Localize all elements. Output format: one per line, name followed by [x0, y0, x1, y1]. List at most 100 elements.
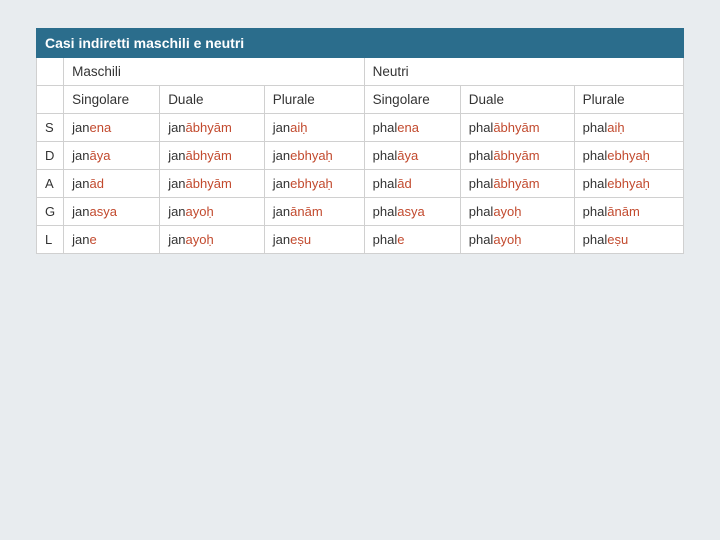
stem: jan	[168, 204, 185, 219]
suffix: ena	[89, 120, 111, 135]
suffix: ād	[397, 176, 411, 191]
stem: phal	[469, 176, 494, 191]
col-m-duale: Duale	[160, 86, 265, 114]
gender-row: Maschili Neutri	[37, 58, 684, 86]
suffix: ebhyaḥ	[607, 148, 650, 163]
stem: phal	[373, 120, 398, 135]
suffix: ābhyām	[186, 148, 232, 163]
stem: phal	[583, 176, 608, 191]
cell-m-p: janeṣu	[264, 226, 364, 254]
stem: jan	[168, 148, 185, 163]
table-title: Casi indiretti maschili e neutri	[37, 29, 684, 58]
number-spacer	[37, 86, 64, 114]
table-row: Djanāyajanābhyāmjanebhyaḥphalāyaphalābhy…	[37, 142, 684, 170]
declension-table: Casi indiretti maschili e neutri Maschil…	[36, 28, 684, 254]
suffix: aiḥ	[290, 120, 307, 135]
stem: jan	[168, 176, 185, 191]
cell-m-s: janāya	[64, 142, 160, 170]
gender-maschili: Maschili	[64, 58, 365, 86]
cell-m-d: janābhyām	[160, 170, 265, 198]
cell-m-d: janayoḥ	[160, 198, 265, 226]
cell-n-d: phalayoḥ	[460, 198, 574, 226]
suffix: ābhyām	[186, 120, 232, 135]
suffix: ayoḥ	[493, 232, 521, 247]
stem: phal	[373, 204, 398, 219]
col-m-singolare: Singolare	[64, 86, 160, 114]
stem: jan	[72, 176, 89, 191]
stem: phal	[583, 232, 608, 247]
title-row: Casi indiretti maschili e neutri	[37, 29, 684, 58]
cell-m-s: janād	[64, 170, 160, 198]
gender-neutri: Neutri	[364, 58, 683, 86]
suffix: ābhyām	[186, 176, 232, 191]
stem: jan	[273, 120, 290, 135]
table-row: Gjanasyajanayoḥjanānāmphalasyaphalayoḥph…	[37, 198, 684, 226]
col-m-plurale: Plurale	[264, 86, 364, 114]
suffix: ayoḥ	[493, 204, 521, 219]
stem: jan	[72, 204, 89, 219]
suffix: ād	[89, 176, 103, 191]
cell-n-d: phalābhyām	[460, 170, 574, 198]
suffix: e	[397, 232, 404, 247]
cell-n-p: phalebhyaḥ	[574, 170, 683, 198]
col-n-duale: Duale	[460, 86, 574, 114]
cell-n-p: phalebhyaḥ	[574, 142, 683, 170]
stem: phal	[469, 148, 494, 163]
stem: phal	[469, 232, 494, 247]
cell-n-p: phaleṣu	[574, 226, 683, 254]
stem: jan	[168, 120, 185, 135]
suffix: aiḥ	[607, 120, 624, 135]
stem: jan	[168, 232, 185, 247]
suffix: ebhyaḥ	[290, 148, 333, 163]
suffix: eṣu	[607, 232, 628, 247]
cell-m-d: janābhyām	[160, 114, 265, 142]
stem: phal	[469, 120, 494, 135]
cell-n-p: phalaiḥ	[574, 114, 683, 142]
cell-m-p: janebhyaḥ	[264, 142, 364, 170]
cell-m-s: janasya	[64, 198, 160, 226]
suffix: ayoḥ	[186, 204, 214, 219]
case-label: G	[37, 198, 64, 226]
cell-m-p: janebhyaḥ	[264, 170, 364, 198]
table-row: Ljanejanayoḥjaneṣuphalephalayoḥphaleṣu	[37, 226, 684, 254]
stem: jan	[273, 204, 290, 219]
cell-m-d: janābhyām	[160, 142, 265, 170]
suffix: ebhyaḥ	[607, 176, 650, 191]
stem: jan	[72, 148, 89, 163]
stem: jan	[72, 120, 89, 135]
table-body: Sjanenajanābhyāmjanaiḥphalenaphalābhyāmp…	[37, 114, 684, 254]
stem: phal	[583, 204, 608, 219]
stem: phal	[373, 176, 398, 191]
stem: phal	[373, 148, 398, 163]
stem: phal	[373, 232, 398, 247]
suffix: asya	[89, 204, 116, 219]
stem: phal	[583, 148, 608, 163]
suffix: ābhyām	[493, 120, 539, 135]
col-n-singolare: Singolare	[364, 86, 460, 114]
suffix: eṣu	[290, 232, 311, 247]
cell-m-p: janaiḥ	[264, 114, 364, 142]
cell-n-d: phalābhyām	[460, 142, 574, 170]
gender-spacer	[37, 58, 64, 86]
cell-n-d: phalayoḥ	[460, 226, 574, 254]
suffix: āya	[397, 148, 418, 163]
cell-n-s: phale	[364, 226, 460, 254]
stem: jan	[273, 176, 290, 191]
suffix: e	[89, 232, 96, 247]
case-label: D	[37, 142, 64, 170]
suffix: ena	[397, 120, 419, 135]
table-row: Sjanenajanābhyāmjanaiḥphalenaphalābhyāmp…	[37, 114, 684, 142]
stem: phal	[469, 204, 494, 219]
suffix: ābhyām	[493, 176, 539, 191]
case-label: L	[37, 226, 64, 254]
cell-n-d: phalābhyām	[460, 114, 574, 142]
cell-m-s: jane	[64, 226, 160, 254]
suffix: ānām	[290, 204, 323, 219]
cell-n-p: phalānām	[574, 198, 683, 226]
stem: jan	[72, 232, 89, 247]
stem: jan	[273, 148, 290, 163]
suffix: āya	[89, 148, 110, 163]
cell-m-d: janayoḥ	[160, 226, 265, 254]
suffix: ābhyām	[493, 148, 539, 163]
cell-n-s: phalasya	[364, 198, 460, 226]
